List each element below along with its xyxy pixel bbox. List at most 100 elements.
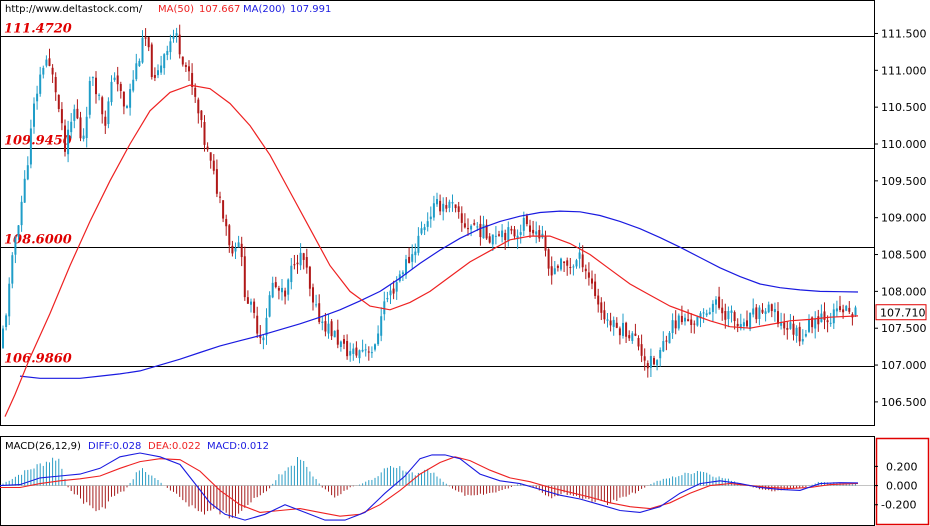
price-tick-label: 109.000	[881, 212, 927, 225]
candle-body	[591, 278, 593, 284]
candle-body	[814, 318, 817, 329]
candle-body	[364, 349, 367, 351]
candle-body	[277, 288, 280, 291]
price-tick-label: 111.000	[881, 64, 927, 77]
dea-line	[0, 456, 859, 517]
candle-body	[104, 116, 107, 126]
candle-body	[383, 301, 386, 315]
candle-body	[308, 266, 311, 289]
candle-body	[637, 338, 640, 347]
candle-body	[166, 50, 169, 55]
candle-body	[228, 225, 231, 246]
source-url: http://www.deltastock.com/	[5, 4, 143, 15]
ma50-value: 107.667	[199, 4, 240, 15]
candle-body	[17, 225, 20, 237]
candle-body	[11, 255, 14, 284]
candle-body	[752, 308, 755, 315]
candle-body	[761, 309, 764, 313]
candle-body	[622, 322, 624, 336]
candle-body	[333, 330, 336, 338]
candle-body	[594, 281, 597, 296]
candle-body	[209, 152, 212, 161]
candle-body	[501, 230, 504, 238]
candle-body	[742, 322, 745, 327]
candle-body	[783, 322, 786, 329]
candle-body	[135, 63, 138, 80]
candle-body	[339, 341, 342, 348]
candle-body	[200, 110, 203, 121]
candle-body	[184, 65, 187, 67]
candle-body	[246, 297, 249, 304]
candle-body	[315, 304, 318, 306]
candle-body	[467, 228, 469, 230]
candle-body	[23, 178, 26, 203]
candle-body	[569, 267, 572, 269]
candle-body	[20, 201, 23, 226]
candle-body	[733, 312, 736, 322]
candle-body	[417, 235, 420, 253]
candle-body	[349, 351, 352, 356]
candle-body	[330, 321, 333, 337]
candle-body	[281, 287, 283, 293]
candle-body	[70, 121, 73, 133]
candle-body	[532, 229, 535, 234]
candle-body	[764, 311, 767, 314]
candle-body	[442, 203, 445, 212]
candle-body	[618, 328, 621, 336]
ma200-value: 107.991	[290, 4, 331, 15]
candle-body	[336, 329, 339, 345]
candle-body	[284, 290, 287, 297]
candle-body	[26, 165, 29, 180]
candle-body	[79, 117, 82, 139]
candle-body	[163, 54, 166, 69]
candle-body	[773, 309, 776, 313]
candle-body	[439, 200, 442, 212]
candle-body	[482, 224, 485, 239]
candle-body	[355, 347, 358, 356]
candle-body	[544, 236, 547, 251]
candle-body	[597, 295, 600, 305]
candle-body	[674, 320, 677, 329]
candle-body	[677, 315, 680, 329]
candle-body	[138, 60, 141, 67]
candle-body	[259, 334, 262, 338]
candle-body	[801, 339, 804, 342]
candle-body	[215, 169, 218, 194]
candle-body	[129, 89, 132, 108]
dea-label: DEA:0.022	[148, 441, 201, 452]
diff-label: DIFF:0.028	[88, 441, 141, 452]
candle-body	[172, 36, 175, 39]
candle-body	[423, 227, 426, 231]
last-price-label: 107.710	[880, 307, 926, 320]
candle-body	[643, 356, 646, 361]
candle-body	[550, 266, 553, 276]
candle-body	[730, 310, 733, 313]
candle-body	[646, 363, 649, 369]
candle-body	[268, 295, 271, 317]
candle-body	[45, 59, 48, 66]
candle-body	[494, 235, 497, 237]
candle-body	[845, 305, 848, 311]
candle-body	[101, 97, 104, 115]
candle-body	[169, 41, 172, 53]
candle-body	[48, 58, 51, 66]
price-tick-label: 107.000	[881, 359, 927, 372]
candle-body	[178, 34, 181, 55]
candle-body	[287, 279, 290, 295]
candle-body	[191, 73, 194, 87]
candle-body	[54, 77, 57, 93]
candle-body	[64, 125, 66, 152]
candle-body	[237, 242, 240, 248]
candle-body	[817, 316, 820, 325]
candle-body	[14, 238, 17, 255]
candle-body	[147, 37, 150, 48]
candle-body	[711, 303, 714, 312]
candle-body	[848, 307, 851, 312]
candle-body	[299, 252, 302, 266]
candle-body	[553, 268, 556, 275]
candle-body	[525, 215, 528, 225]
price-tick-label: 107.500	[881, 322, 927, 335]
candle-body	[578, 252, 581, 259]
candle-body	[126, 105, 128, 108]
candle-body	[262, 337, 265, 341]
